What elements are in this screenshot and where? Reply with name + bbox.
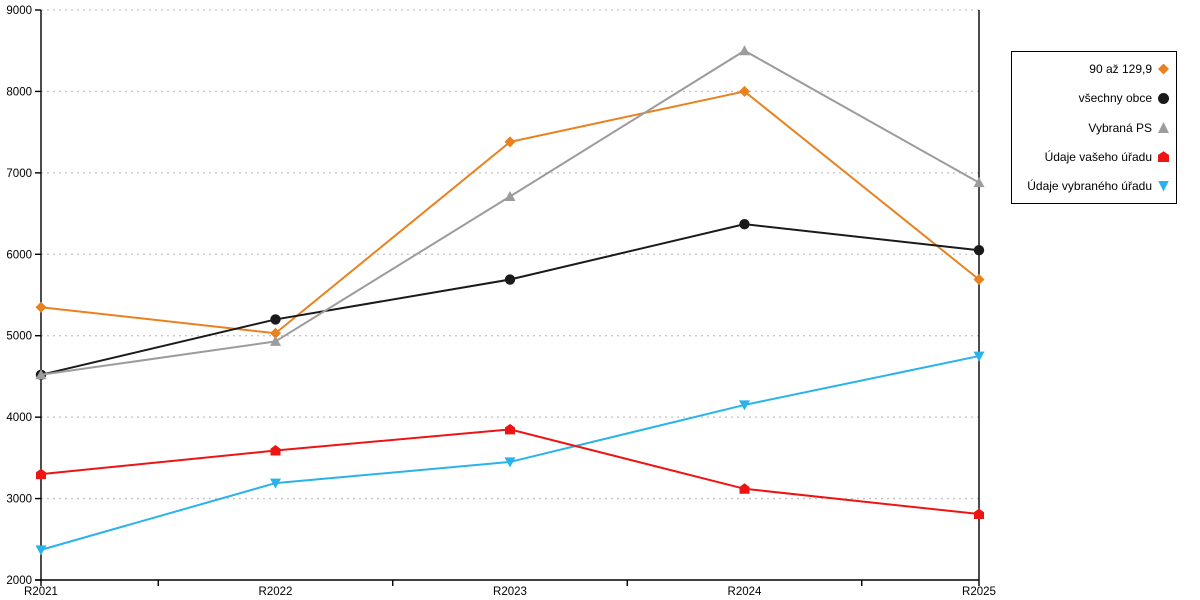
legend-item-vsechny-obce: všechny obce (1016, 92, 1169, 104)
legend-item-vybrana-ps: Vybraná PS (1016, 122, 1169, 134)
svg-text:4000: 4000 (6, 412, 32, 424)
svg-text:7000: 7000 (6, 168, 32, 180)
svg-text:R2022: R2022 (259, 586, 293, 598)
svg-text:R2024: R2024 (728, 586, 762, 598)
legend-label: Údaje vybraného úřadu (1027, 179, 1152, 193)
svg-text:2000: 2000 (6, 575, 32, 587)
legend-item-udaje-vaseho-uradu: Údaje vašeho úřadu (1016, 151, 1169, 163)
triangle-down-marker-icon (1158, 180, 1169, 192)
svg-text:R2021: R2021 (24, 586, 58, 598)
svg-text:8000: 8000 (6, 86, 32, 98)
triangle-up-marker-icon (1158, 122, 1169, 133)
pentagon-marker-icon (1158, 151, 1169, 163)
svg-text:6000: 6000 (6, 249, 32, 261)
legend-label: 90 až 129,9 (1089, 62, 1152, 76)
circle-marker-icon (1158, 92, 1169, 104)
diamond-marker-icon (1158, 63, 1169, 75)
legend-label: všechny obce (1078, 91, 1152, 106)
legend-item-udaje-vybraneho-uradu: Údaje vybraného úřadu (1016, 180, 1169, 192)
svg-text:R2023: R2023 (493, 586, 527, 598)
svg-text:5000: 5000 (6, 331, 32, 343)
svg-text:R2025: R2025 (962, 586, 996, 598)
legend-label: Vybraná PS (1088, 120, 1152, 135)
legend-label: Údaje vašeho úřadu (1044, 149, 1152, 164)
legend: 90 až 129,9 všechny obce Vybraná PS Údaj… (1011, 51, 1177, 204)
legend-item-90-az-129: 90 až 129,9 (1016, 63, 1169, 75)
svg-text:3000: 3000 (6, 494, 32, 506)
svg-text:9000: 9000 (6, 5, 32, 17)
